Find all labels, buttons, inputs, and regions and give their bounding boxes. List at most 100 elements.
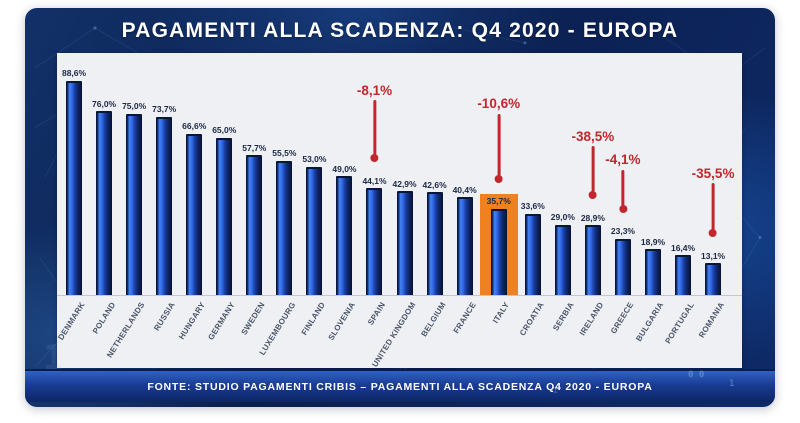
country-label: POLAND <box>90 300 117 336</box>
bar-column: 42,6% BELGIUM <box>419 53 450 339</box>
annotation-arrow-dot <box>494 174 503 183</box>
bar-value-label: 53,0% <box>302 154 327 165</box>
bar-group: 18,9% <box>640 236 666 295</box>
bar-column: 23,3% GREECE -4,1% <box>605 53 641 335</box>
bar-column: 28,9% IRELAND -38,5% <box>571 53 614 338</box>
bar-value-label: 18,9% <box>640 236 666 247</box>
bar-column: 65,0% GERMANY <box>207 53 239 342</box>
bar <box>524 213 541 295</box>
country-label: FINLAND <box>299 300 328 337</box>
bar-group: 53,0% <box>302 155 326 295</box>
bars-chart: 88,6% DENMARK 76,0% POLAND 75,0% NETHERLANDS 7… <box>56 53 742 369</box>
bar-group: 75,0% <box>122 101 147 295</box>
bar-value-label: 16,4% <box>670 242 696 253</box>
infographic-card: PAGAMENTI ALLA SCADENZA: Q4 2020 - EUROP… <box>25 8 775 407</box>
country-label: SLOVENIA <box>326 300 358 342</box>
bar-column: 76,0% POLAND <box>89 53 119 335</box>
annotation-spain: -8,1% <box>357 84 392 163</box>
country-label: SERBIA <box>551 300 576 333</box>
bar <box>186 133 203 295</box>
bar <box>366 188 383 295</box>
bar <box>675 255 692 295</box>
bar-column: 42,9% UNITED KINGDOM <box>370 53 420 369</box>
source-text: FONTE: STUDIO PAGAMENTI CRIBIS – PAGAMEN… <box>147 380 653 393</box>
bar <box>644 249 661 295</box>
bar-group: 33,6% <box>521 202 545 295</box>
bar-column: 55,5% LUXEMBOURG <box>257 53 299 357</box>
bar <box>396 191 413 295</box>
bar <box>156 116 173 295</box>
bar <box>426 191 443 295</box>
bar-column: 44,1% SPAIN -8,1% <box>357 53 392 327</box>
bar-value-label: 55,5% <box>272 148 297 159</box>
annotation-delta-label: -38,5% <box>571 128 615 144</box>
bar-column: 88,6% DENMARK <box>56 53 89 341</box>
bar-group: 16,4% <box>670 242 696 295</box>
bar-value-label: 44,1% <box>362 175 387 186</box>
annotation-delta-label: -8,1% <box>356 82 393 98</box>
country-label: HUNGARY <box>176 300 208 342</box>
bar <box>276 160 293 295</box>
bar-value-label: 28,9% <box>580 212 605 223</box>
bar <box>96 111 113 295</box>
chart-panel: 88,6% DENMARK 76,0% POLAND 75,0% NETHERLANDS 7… <box>56 53 742 369</box>
bar-value-label: 88,6% <box>61 68 87 79</box>
bar-group: 66,6% <box>182 122 206 295</box>
bar-group: 55,5% <box>272 149 296 295</box>
bar <box>614 238 631 295</box>
annotation-ireland: -38,5% <box>571 130 614 200</box>
country-label: DENMARK <box>56 300 87 342</box>
annotation-arrow-dot <box>588 191 597 200</box>
bar-group: 57,7% <box>242 143 266 295</box>
annotation-arrow-dot <box>370 154 379 163</box>
bar-group: 28,9% <box>580 212 605 295</box>
bar-column: 66,6% HUNGARY <box>177 53 209 341</box>
bar <box>490 208 507 295</box>
annotation-arrow-line <box>621 169 625 206</box>
bar-column: 57,7% SWEDEN <box>239 53 269 336</box>
bar-value-label: 33,6% <box>520 201 545 212</box>
country-label: FRANCE <box>451 300 478 336</box>
country-label: BELGIUM <box>419 300 448 339</box>
bar <box>554 224 571 295</box>
bar-group: 42,6% <box>422 179 447 295</box>
annotation-arrow-line <box>591 146 595 193</box>
annotation-delta-label: -4,1% <box>605 152 641 168</box>
bar-column: 13,1% ROMANIA -35,5% <box>692 53 735 340</box>
bar-column: 73,7% RUSSIA <box>149 53 179 332</box>
bar <box>705 263 722 295</box>
bar-column: 75,0% NETHERLANDS <box>105 53 149 359</box>
annotation-arrow-line <box>711 183 715 231</box>
annotation-italy: -10,6% <box>477 97 520 183</box>
bar <box>336 176 353 295</box>
bar-group: 73,7% <box>152 104 177 295</box>
bar-value-label: 76,0% <box>92 98 117 109</box>
bar-column: 16,4% PORTUGAL <box>663 53 698 345</box>
bar-value-label: 42,6% <box>422 179 447 190</box>
bar-value-label: 75,0% <box>122 101 147 112</box>
bar-group: 23,3% <box>610 226 635 295</box>
bar-group: 13,1% <box>701 250 726 295</box>
country-label: SWEDEN <box>239 300 268 337</box>
bar-value-label: 23,3% <box>610 226 635 237</box>
annotation-arrow-dot <box>618 204 627 213</box>
bar-column: 29,0% SERBIA <box>548 53 578 333</box>
highlighted-bar-group: 35,7% <box>479 194 518 295</box>
bar <box>306 166 323 295</box>
bar-value-label: 73,7% <box>152 104 177 115</box>
country-label: PORTUGAL <box>663 300 696 346</box>
bar-value-label: 13,1% <box>701 250 726 261</box>
annotation-romania: -35,5% <box>692 167 734 238</box>
bar-value-label: 49,0% <box>332 164 357 175</box>
bar-group: 40,4% <box>453 185 477 295</box>
country-label: RUSSIA <box>152 300 177 333</box>
bar <box>584 225 601 295</box>
bar-column: 49,0% SLOVENIA <box>327 53 359 342</box>
bar <box>126 113 143 295</box>
bar-group: 42,9% <box>392 179 417 295</box>
source-footer-bar: FONTE: STUDIO PAGAMENTI CRIBIS – PAGAMEN… <box>25 369 775 402</box>
country-label: ITALY <box>491 300 512 325</box>
annotation-arrow-line <box>372 100 376 156</box>
country-label: CROATIA <box>517 300 546 338</box>
bar-group: 76,0% <box>92 98 117 295</box>
